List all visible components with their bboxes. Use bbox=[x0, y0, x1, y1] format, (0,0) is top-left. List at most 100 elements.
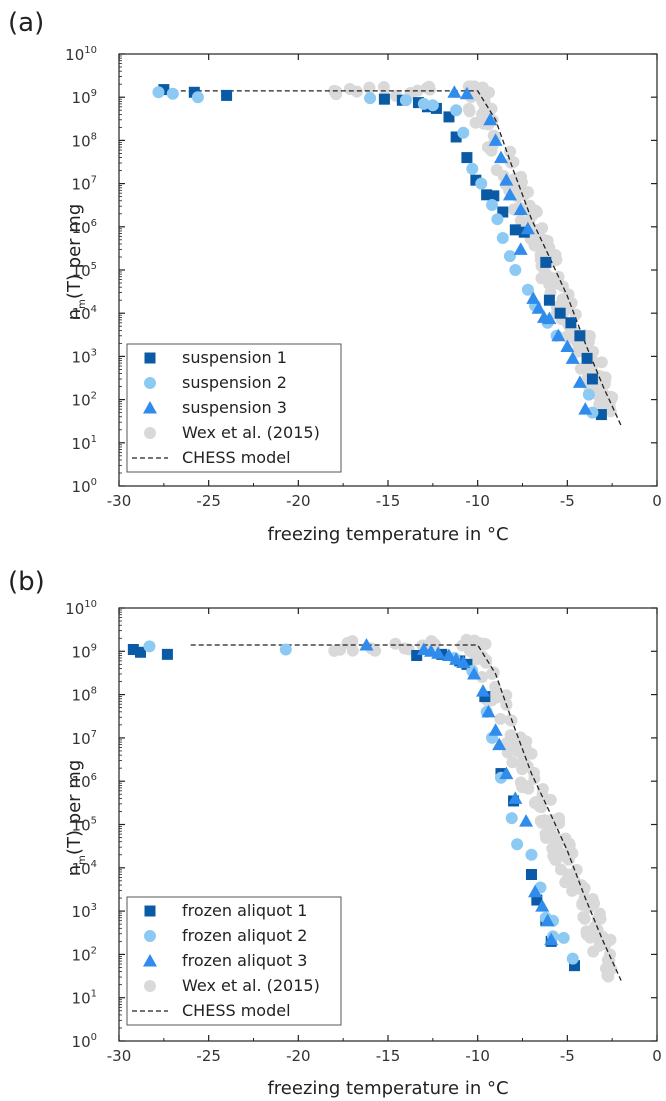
wex-point bbox=[519, 758, 532, 771]
legend-marker bbox=[144, 930, 156, 942]
wex-point bbox=[476, 108, 489, 121]
data-point bbox=[450, 104, 463, 117]
data-point bbox=[499, 766, 514, 780]
wex-point bbox=[511, 737, 524, 750]
x-tick-label: -25 bbox=[196, 1047, 221, 1065]
wex-point bbox=[514, 214, 527, 227]
data-point bbox=[461, 152, 473, 164]
data-point bbox=[431, 646, 446, 659]
data-point bbox=[595, 409, 607, 421]
data-point bbox=[378, 93, 390, 105]
wex-point bbox=[489, 680, 502, 693]
wex-point bbox=[504, 714, 517, 727]
x-tick-label: -10 bbox=[465, 492, 490, 510]
data-point bbox=[475, 177, 488, 190]
wex-point bbox=[502, 743, 515, 756]
data-point bbox=[450, 131, 462, 143]
data-point bbox=[470, 174, 482, 186]
y-axis-title-sub-a: m bbox=[77, 299, 88, 309]
data-point bbox=[399, 94, 412, 107]
data-point bbox=[535, 899, 550, 912]
data-point bbox=[540, 256, 552, 268]
data-point bbox=[578, 402, 593, 415]
x-tick-label: -25 bbox=[196, 492, 221, 510]
x-tick-label: -20 bbox=[286, 492, 311, 510]
data-point bbox=[493, 150, 508, 164]
wex-point bbox=[500, 689, 513, 702]
data-point bbox=[483, 112, 498, 126]
x-tick-label: -30 bbox=[107, 1047, 132, 1065]
wex-point bbox=[586, 892, 599, 905]
y-tick-label: 100 bbox=[72, 477, 97, 496]
panel-label-b: (b) bbox=[8, 567, 45, 597]
data-point bbox=[528, 884, 543, 898]
y-axis-title-sub-b: m bbox=[77, 855, 88, 865]
y-tick-label: 104 bbox=[72, 304, 97, 323]
data-point bbox=[502, 187, 517, 201]
data-point bbox=[481, 704, 496, 718]
data-point bbox=[531, 301, 546, 314]
wex-point bbox=[534, 240, 547, 253]
data-point bbox=[508, 791, 523, 804]
wex-point bbox=[389, 637, 402, 650]
wex-point bbox=[566, 847, 579, 860]
data-point bbox=[467, 666, 482, 680]
wex-point bbox=[515, 170, 528, 183]
data-point bbox=[503, 250, 516, 263]
data-point bbox=[586, 373, 598, 385]
data-point bbox=[411, 649, 423, 661]
y-axis-title-main-a: n bbox=[64, 309, 85, 320]
wex-point bbox=[566, 884, 579, 897]
wex-point bbox=[601, 969, 614, 982]
wex-point bbox=[507, 155, 520, 168]
legend: suspension 1 suspension 2 suspension 3 Wex … bbox=[126, 343, 342, 473]
x-tick-label: -15 bbox=[376, 492, 401, 510]
wex-point bbox=[343, 82, 356, 95]
scatter-plot-b: -30 -25 -20 -15 -10 -5 0 100 101 102 103 104 105 106 1… bbox=[65, 599, 662, 1065]
wex-point bbox=[468, 80, 481, 93]
legend-marker bbox=[144, 352, 156, 364]
y-axis-title-rest-b: (T) per mg bbox=[64, 760, 85, 855]
data-point bbox=[574, 330, 586, 342]
x-tick-label: -15 bbox=[376, 1047, 401, 1065]
data-point bbox=[127, 644, 139, 656]
data-point bbox=[496, 232, 509, 245]
legend-box bbox=[126, 343, 342, 473]
panel-label-a: (a) bbox=[8, 8, 44, 38]
legend-box bbox=[126, 896, 342, 1026]
legend-marker bbox=[144, 905, 156, 917]
wex-point bbox=[464, 644, 477, 657]
data-point bbox=[565, 317, 577, 329]
data-point bbox=[525, 848, 538, 861]
series-frozen-aliquot-3 bbox=[359, 637, 559, 946]
data-point bbox=[443, 111, 455, 123]
x-tick-label: 0 bbox=[652, 492, 662, 510]
data-point bbox=[509, 264, 522, 276]
data-point bbox=[521, 283, 534, 296]
legend-label: frozen aliquot 2 bbox=[182, 926, 307, 945]
wex-point bbox=[546, 842, 559, 855]
wex-point bbox=[377, 81, 390, 94]
x-axis-title-a: freezing temperature in °C bbox=[267, 524, 508, 545]
data-point bbox=[554, 307, 566, 319]
data-point bbox=[526, 291, 541, 304]
wex-point bbox=[504, 145, 517, 158]
legend-label: frozen aliquot 3 bbox=[182, 951, 307, 970]
data-point bbox=[572, 375, 587, 388]
x-tick-label: -10 bbox=[465, 1047, 490, 1065]
legend-label: Wex et al. (2015) bbox=[182, 423, 320, 442]
x-axis-title-b: freezing temperature in °C bbox=[267, 1078, 508, 1099]
data-point bbox=[143, 640, 156, 653]
legend-label: suspension 3 bbox=[182, 398, 287, 417]
wex-point bbox=[593, 398, 606, 411]
y-tick-label: 107 bbox=[72, 729, 97, 748]
wex-point bbox=[463, 105, 476, 118]
y-tick-label: 106 bbox=[72, 772, 97, 791]
wex-point bbox=[595, 356, 608, 369]
legend-label: CHESS model bbox=[182, 448, 291, 467]
y-tick-label: 102 bbox=[72, 391, 97, 410]
data-point bbox=[359, 637, 374, 651]
y-axis-title-main-b: n bbox=[64, 865, 85, 876]
y-tick-label: 105 bbox=[72, 261, 97, 280]
